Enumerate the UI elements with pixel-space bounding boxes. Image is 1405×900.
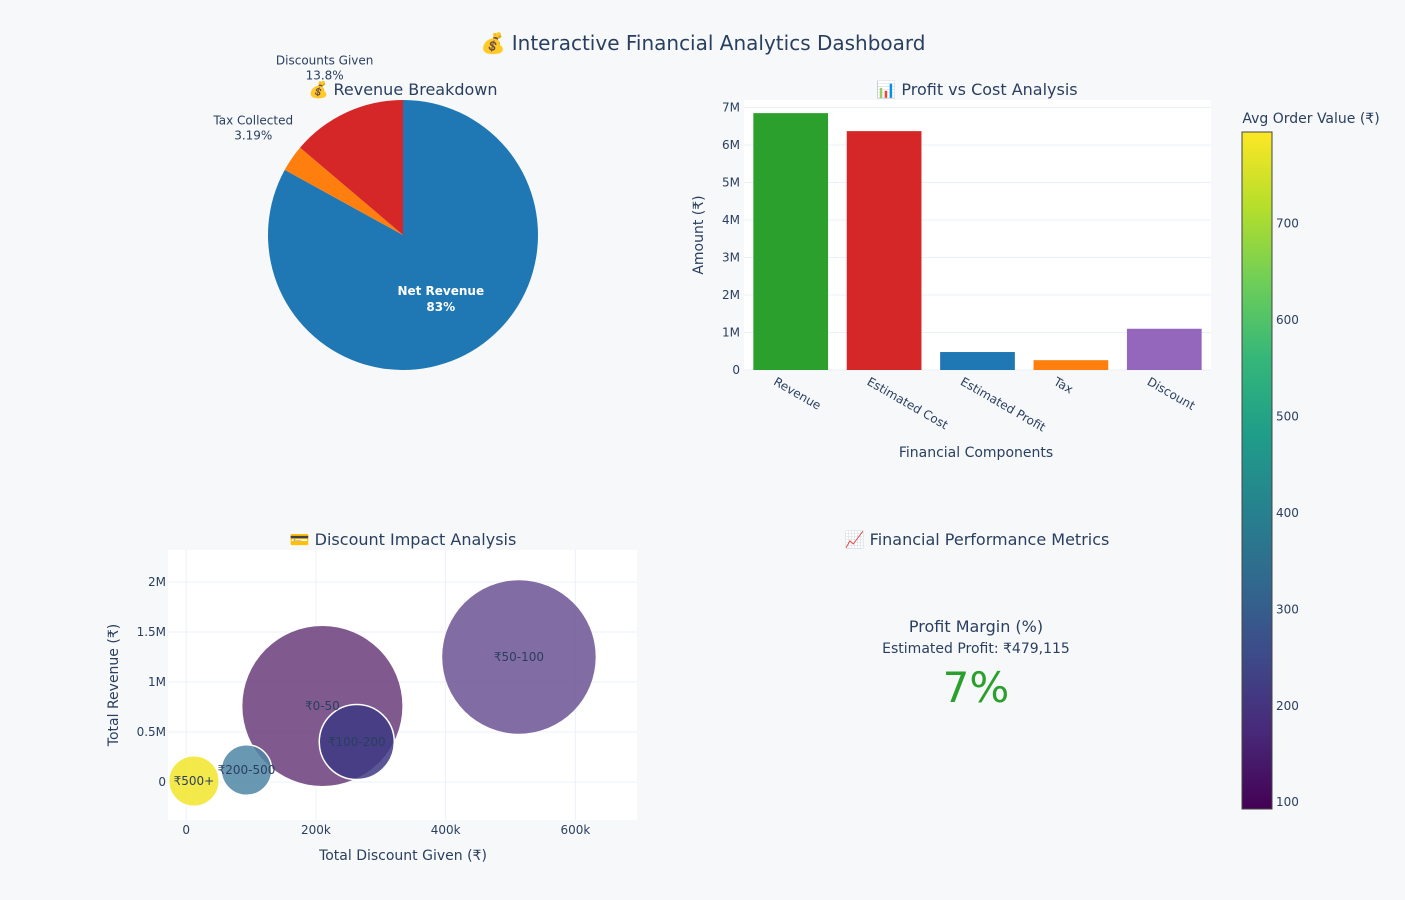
bar-x-tick: Estimated Profit [958,374,1048,434]
colorbar-tick: 300 [1276,602,1299,616]
profit-margin-value: 7% [943,663,1010,712]
revenue-breakdown-panel: 💰 Revenue Breakdown Net Revenue 83% Tax Co… [212,53,539,370]
scatter-point-label: ₹200-500 [218,763,276,777]
bar[interactable] [1126,328,1202,370]
discount-impact-title: 💳 Discount Impact Analysis [290,530,517,549]
colorbar-tick: 100 [1276,795,1299,809]
pie-slice[interactable] [284,147,403,235]
scatter-point-label: ₹100-200 [328,735,386,749]
profit-cost-panel: 📊 Profit vs Cost Analysis 0 1M 2M 3M 4M 5M 6M 7… [691,80,1211,461]
bar-y-tick: 4M [722,213,740,227]
colorbar-gradient [1241,131,1273,810]
discount-impact-panel: 💳 Discount Impact Analysis ₹0-50 ₹50-100 ₹… [106,530,637,864]
bar-y-tick: 6M [722,138,740,152]
bar-x-tick: Discount [1145,374,1198,413]
scatter-x-tick: 0 [182,823,190,837]
bar[interactable] [846,131,922,370]
bar-x-axis-label: Financial Components [899,445,1053,461]
scatter-y-tick: 0 [158,775,166,789]
scatter-point-label: ₹50-100 [494,650,544,664]
bar-x-tick: Tax [1051,374,1076,397]
colorbar-tick: 500 [1276,409,1299,423]
bar-y-axis-label: Amount (₹) [691,195,707,274]
scatter-x-axis-label: Total Discount Given (₹) [318,848,487,864]
bar-y-tick: 2M [722,288,740,302]
scatter-x-tick: 400k [431,823,461,837]
scatter-x-tick: 600k [560,823,590,837]
profit-margin-title: Profit Margin (%) [909,617,1043,636]
colorbar-tick: 700 [1276,217,1299,231]
scatter-point[interactable] [167,754,220,808]
colorbar-tick: 600 [1276,313,1299,327]
pie-slice-percent: 3.19% [234,129,272,143]
pie-slice-label: Discounts Given [276,53,373,67]
bar-x-tick: Estimated Cost [865,374,951,432]
scatter-y-tick: 0.5M [137,725,166,739]
pie-slice-percent: 83% [426,300,455,314]
scatter-y-axis-label: Total Revenue (₹) [106,624,122,747]
profit-cost-title: 📊 Profit vs Cost Analysis [876,80,1077,99]
bar-x-tick: Revenue [771,374,823,412]
revenue-breakdown-title: 💰 Revenue Breakdown [308,80,497,99]
scatter-point[interactable] [220,743,273,797]
bar-y-tick: 0 [732,363,740,377]
colorbar: Avg Order Value (₹) 100 200 300 400 500 600 70… [1241,111,1380,810]
bar[interactable] [1033,360,1109,370]
scatter-y-tick: 1M [148,675,166,689]
scatter-x-tick: 200k [301,823,331,837]
bar-y-tick: 5M [722,176,740,190]
performance-metrics-panel: 📈 Financial Performance Metrics Profit M… [845,530,1110,712]
pie-slice-percent: 13.8% [306,68,344,82]
estimated-profit-subtitle: Estimated Profit: ₹479,115 [882,641,1070,657]
pie-slice-label: Tax Collected [212,114,293,128]
scatter-point[interactable] [318,703,396,781]
scatter-point[interactable] [442,580,596,734]
scatter-y-tick: 2M [148,575,166,589]
bar[interactable] [940,352,1015,370]
colorbar-title: Avg Order Value (₹) [1242,111,1379,127]
dashboard-title: 💰 Interactive Financial Analytics Dashbo… [481,31,926,55]
bar-y-tick: 1M [722,326,740,340]
bar-y-tick: 3M [722,251,740,265]
bar[interactable] [753,113,829,370]
scatter-y-tick: 1.5M [137,625,166,639]
colorbar-tick: 400 [1276,506,1299,520]
pie-slice[interactable] [300,99,403,235]
scatter-point-label: ₹0-50 [305,699,340,713]
performance-metrics-title: 📈 Financial Performance Metrics [845,530,1110,549]
pie-slice-label: Net Revenue [397,284,484,298]
scatter-point-label: ₹500+ [174,774,215,788]
bar-y-tick: 7M [722,101,740,115]
colorbar-tick: 200 [1276,699,1299,713]
